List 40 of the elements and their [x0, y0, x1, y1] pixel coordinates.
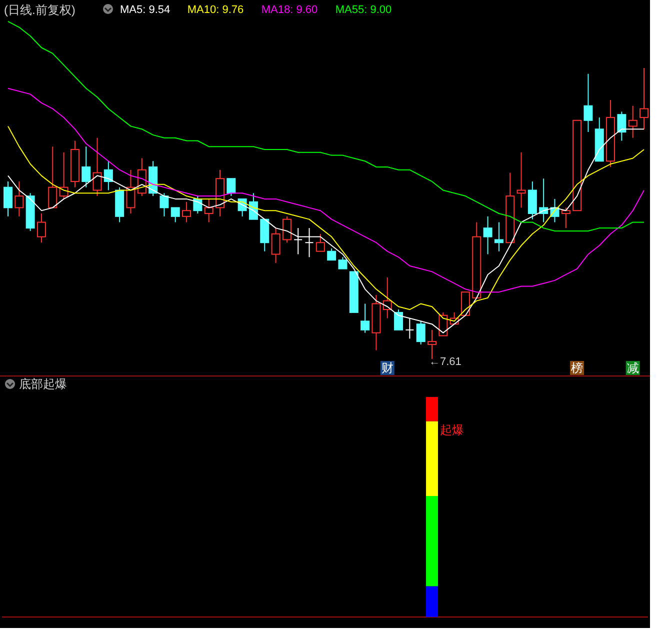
- candlestick: [416, 320, 426, 345]
- candlestick: [104, 160, 113, 191]
- candlestick: [561, 207, 570, 229]
- candlestick: [494, 222, 504, 252]
- candlestick: [304, 228, 314, 258]
- text: MA55: 9.00: [335, 4, 392, 16]
- candlestick: [360, 303, 370, 334]
- candlestick: [4, 180, 12, 217]
- text: MA10: 9.76: [187, 4, 244, 16]
- candlestick: [48, 146, 58, 208]
- candlestick: [282, 216, 292, 244]
- annotation: 起爆: [440, 423, 464, 437]
- text: MA5: 9.54: [120, 4, 170, 16]
- candlestick: [294, 228, 303, 255]
- candlestick: [260, 218, 270, 252]
- candlestick: [528, 180, 537, 220]
- candlestick: [170, 207, 180, 223]
- candlestick: [617, 111, 626, 142]
- candlestick: [182, 201, 192, 223]
- candlestick: [483, 216, 492, 255]
- candlestick: [226, 178, 236, 197]
- candlestick: [327, 248, 336, 261]
- annotation: ←7.61: [429, 356, 462, 368]
- text: MA18: 9.60: [261, 4, 318, 16]
- candlestick: [36, 213, 46, 244]
- candlestick: [271, 228, 280, 264]
- candlestick: [394, 309, 404, 330]
- candlestick: [316, 233, 325, 252]
- candlestick: [82, 146, 91, 188]
- chart-title: 底部起爆: [19, 377, 67, 391]
- candlestick: [14, 180, 24, 217]
- candlestick: [628, 105, 638, 138]
- candlestick: [516, 152, 526, 208]
- candlestick: [584, 73, 593, 133]
- candlestick: [204, 198, 214, 223]
- candlestick: [126, 169, 136, 214]
- candlestick: [160, 192, 169, 217]
- candlestick: [92, 137, 102, 197]
- candlestick: [338, 256, 348, 270]
- chart-title: (日线.前复权): [4, 3, 76, 17]
